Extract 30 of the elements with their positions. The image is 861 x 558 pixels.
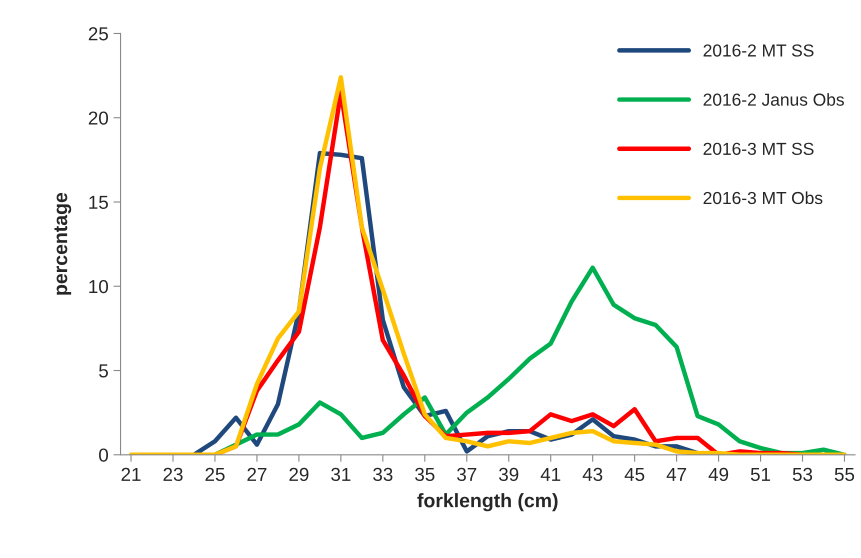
- x-tick-label: 33: [373, 468, 392, 482]
- x-tick-label: 29: [289, 468, 308, 482]
- legend-label: 2016-3 MT Obs: [704, 191, 822, 204]
- x-tick-label: 35: [415, 468, 434, 482]
- x-tick-label: 41: [540, 468, 560, 481]
- legend-label: 2016-2 MT SS: [704, 44, 814, 57]
- x-tick-label: 47: [666, 468, 686, 481]
- x-tick-label: 31: [331, 468, 350, 482]
- y-tick-label: 15: [89, 196, 108, 209]
- x-tick-label: 49: [708, 468, 728, 482]
- x-tick-label: 55: [834, 468, 854, 482]
- x-tick-label: 23: [164, 468, 183, 482]
- y-tick-label: 10: [89, 280, 108, 294]
- y-tick-label: 20: [88, 111, 108, 125]
- x-axis-title: forklength (cm): [417, 493, 558, 512]
- y-tick-label: 0: [99, 448, 108, 462]
- y-tick-label: 25: [88, 27, 108, 40]
- x-tick-label: 37: [457, 468, 476, 482]
- x-tick-label: 45: [624, 468, 644, 482]
- legend-label: 2016-2 Janus Obs: [704, 93, 844, 106]
- y-tick-label: 5: [99, 364, 108, 378]
- x-tick-label: 27: [247, 468, 266, 481]
- y-axis-title: percentage: [54, 192, 72, 295]
- x-tick-label: 51: [750, 468, 770, 482]
- x-tick-label: 39: [499, 468, 518, 482]
- legend-label: 2016-3 MT SS: [704, 142, 814, 155]
- x-tick-label: 25: [205, 468, 225, 482]
- x-tick-label: 53: [792, 468, 812, 482]
- x-tick-label: 43: [582, 468, 602, 482]
- x-tick-label: 21: [122, 468, 141, 481]
